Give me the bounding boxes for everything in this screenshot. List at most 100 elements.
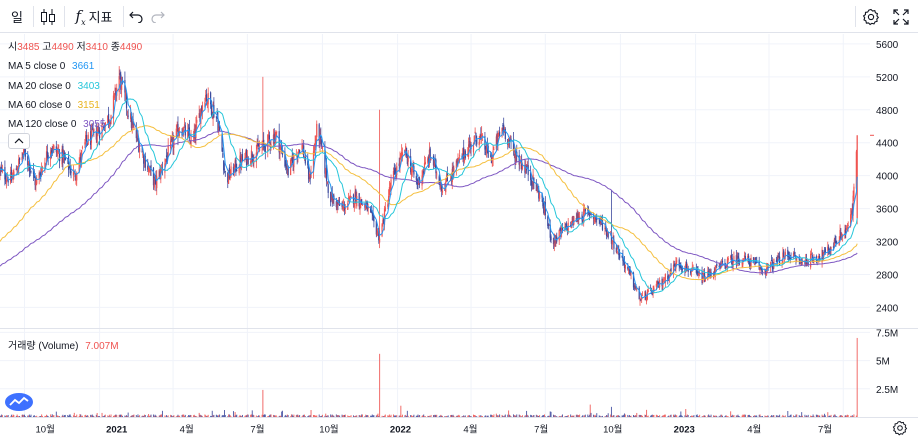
volume-bar bbox=[521, 415, 523, 417]
candle-body bbox=[165, 158, 167, 163]
volume-bar bbox=[125, 415, 127, 417]
volume-bar bbox=[640, 414, 642, 417]
settings-button[interactable] bbox=[861, 0, 881, 33]
price-tick-label: 5600 bbox=[876, 40, 899, 51]
candle-body bbox=[690, 270, 692, 274]
legend-collapse-button[interactable] bbox=[8, 133, 30, 149]
candle-body bbox=[632, 272, 635, 288]
candle-body bbox=[707, 271, 709, 280]
tradingview-logo[interactable] bbox=[4, 392, 34, 412]
candle-body bbox=[377, 231, 379, 234]
volume-axis[interactable]: 7.5M 5M 2.5M bbox=[870, 329, 918, 417]
volume-bar bbox=[153, 415, 155, 417]
interval-button[interactable]: 일 bbox=[6, 0, 28, 33]
volume-bar bbox=[484, 415, 486, 417]
candle-body bbox=[138, 148, 141, 153]
price-axis[interactable]: 5600 5200 4800 4400 4000 3600 3200 2800 2400 bbox=[870, 34, 918, 328]
volume-bar bbox=[610, 406, 612, 417]
undo-button[interactable] bbox=[127, 0, 145, 33]
candle-body bbox=[604, 227, 606, 230]
indicators-button[interactable]: fx 지표 bbox=[70, 0, 118, 33]
candle-body bbox=[239, 155, 241, 166]
volume-bar bbox=[550, 411, 552, 417]
volume-bar bbox=[309, 415, 311, 417]
volume-bar bbox=[241, 415, 243, 417]
axis-settings-button[interactable] bbox=[892, 420, 910, 436]
low-value: 3410 bbox=[85, 42, 108, 53]
candle-body bbox=[321, 146, 324, 149]
volume-bar bbox=[684, 415, 686, 417]
candle-body bbox=[806, 260, 808, 266]
candle-body bbox=[601, 220, 604, 230]
candle-body bbox=[598, 219, 600, 221]
candle-body bbox=[565, 223, 568, 227]
candle-body bbox=[525, 166, 527, 171]
ma120-legend-row[interactable]: MA 120 close 0 3055 bbox=[8, 115, 142, 134]
chart-type-button[interactable] bbox=[37, 0, 59, 33]
time-tick-label: 10월 bbox=[36, 423, 55, 435]
candle-body bbox=[327, 184, 329, 193]
candle-body bbox=[341, 203, 343, 207]
candle-body bbox=[387, 204, 389, 207]
candle-body bbox=[307, 160, 309, 166]
candle-body bbox=[501, 127, 503, 137]
volume-bar bbox=[379, 353, 381, 417]
pane-separator[interactable] bbox=[0, 328, 918, 329]
volume-bar bbox=[235, 415, 237, 417]
candle-body bbox=[474, 131, 476, 134]
candle-body bbox=[783, 250, 785, 257]
volume-bar bbox=[286, 414, 288, 417]
ma60-legend-row[interactable]: MA 60 close 0 3151 bbox=[8, 96, 142, 115]
volume-bar bbox=[676, 415, 678, 417]
candle-body bbox=[80, 157, 82, 160]
candle-body bbox=[45, 151, 48, 163]
volume-bar bbox=[829, 415, 831, 417]
time-axis[interactable]: 10월 2021 4월 7월 10월 2022 4월 7월 10월 2023 4월 7월 bbox=[0, 417, 918, 438]
price-pane[interactable] bbox=[0, 34, 870, 328]
volume-bar bbox=[91, 414, 93, 417]
candle-body bbox=[691, 266, 693, 271]
fullscreen-button[interactable] bbox=[891, 0, 911, 33]
volume-bar bbox=[421, 415, 423, 417]
candle-body bbox=[429, 148, 431, 157]
volume-bar bbox=[674, 414, 676, 417]
volume-bar bbox=[187, 416, 189, 417]
volume-bar bbox=[419, 415, 421, 417]
candle-body bbox=[561, 227, 564, 232]
candle-body bbox=[268, 135, 271, 140]
volume-bar bbox=[804, 414, 806, 417]
volume-pane[interactable] bbox=[0, 329, 870, 417]
candle-body bbox=[90, 129, 93, 143]
volume-bar bbox=[772, 415, 774, 417]
candle-body bbox=[382, 219, 384, 225]
candle-body bbox=[381, 224, 383, 237]
candle-body bbox=[635, 285, 637, 289]
candle-body bbox=[390, 179, 392, 191]
volume-bar bbox=[68, 415, 70, 417]
volume-bar bbox=[247, 414, 249, 417]
volume-bar bbox=[383, 416, 385, 417]
redo-button[interactable] bbox=[149, 0, 167, 33]
candle-body bbox=[406, 156, 408, 164]
volume-bar bbox=[201, 416, 203, 417]
volume-bar bbox=[492, 415, 494, 417]
candle-body bbox=[347, 197, 350, 201]
candle-body bbox=[695, 268, 697, 273]
volume-bar bbox=[381, 415, 383, 417]
volume-bar bbox=[501, 414, 503, 417]
volume-bar bbox=[304, 414, 306, 417]
volume-bar bbox=[90, 414, 92, 417]
candle-body bbox=[619, 253, 621, 259]
candle-body bbox=[372, 212, 374, 217]
volume-bar bbox=[221, 415, 223, 417]
candle-body bbox=[658, 284, 660, 288]
ma5-legend-row[interactable]: MA 5 close 0 3661 bbox=[8, 57, 142, 76]
ma20-legend-row[interactable]: MA 20 close 0 3403 bbox=[8, 77, 142, 96]
volume-bar bbox=[588, 416, 590, 417]
candle-body bbox=[853, 186, 855, 199]
candle-body bbox=[16, 170, 18, 173]
volume-bar bbox=[395, 415, 397, 417]
volume-bar bbox=[476, 416, 478, 417]
candle-body bbox=[170, 139, 173, 141]
volume-bar bbox=[338, 415, 340, 417]
